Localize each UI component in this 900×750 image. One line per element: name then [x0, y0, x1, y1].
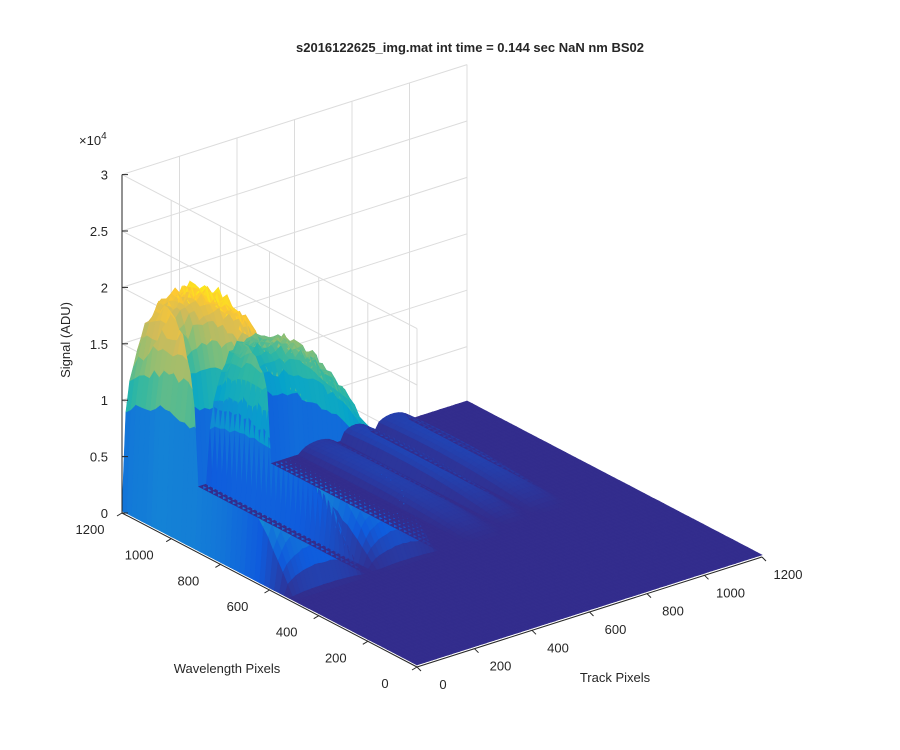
grid-line [121, 64, 468, 176]
grid-line [121, 176, 468, 288]
surface-plot [121, 280, 763, 666]
grid-line [121, 174, 418, 330]
grid-line [121, 120, 468, 232]
grid-line [121, 230, 418, 386]
